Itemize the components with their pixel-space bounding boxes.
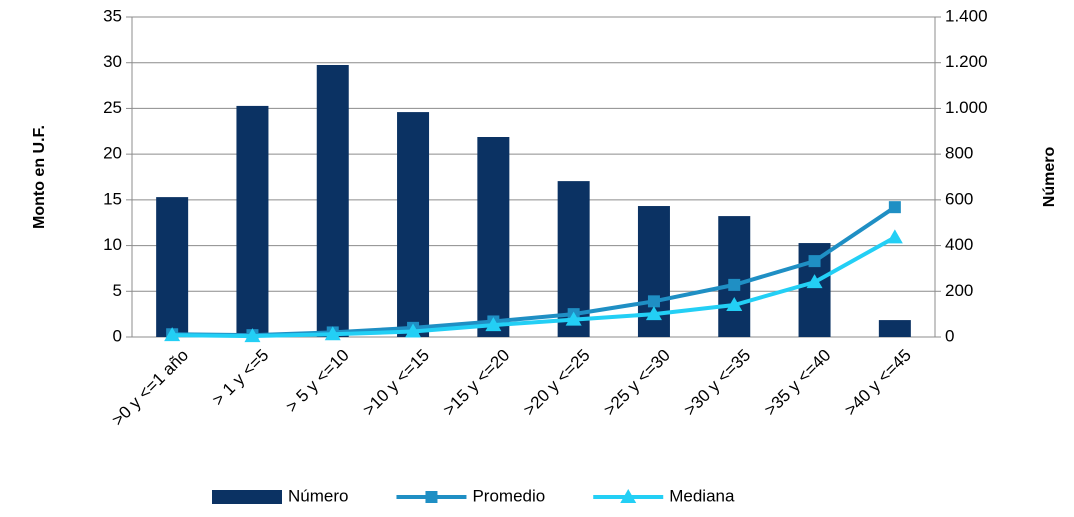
- y-tick-label: 15: [103, 189, 122, 208]
- line-marker: [485, 317, 502, 332]
- line-marker: [886, 229, 903, 244]
- bar: [316, 65, 349, 337]
- x-tick-label: >40 y <=45: [841, 346, 915, 420]
- y2-axis-title: Número: [1041, 147, 1058, 208]
- y2-tick-label: 200: [945, 281, 973, 300]
- bar: [397, 112, 430, 337]
- bar: [477, 137, 510, 337]
- x-tick-label: >15 y <=20: [439, 346, 513, 420]
- line-marker: [405, 323, 422, 338]
- line-marker: [164, 327, 181, 342]
- legend-marker: [425, 491, 438, 503]
- line-marker: [726, 297, 743, 311]
- legend-marker: [620, 489, 637, 503]
- y-tick-label: 0: [113, 326, 122, 345]
- line-marker: [728, 278, 741, 291]
- line-marker: [244, 328, 261, 343]
- legend-label: Mediana: [669, 486, 735, 505]
- y-tick-label: 20: [103, 144, 122, 163]
- y-tick-label: 25: [103, 98, 122, 117]
- x-tick-label: >20 y <=25: [520, 346, 594, 420]
- y-tick-label: 35: [103, 6, 122, 25]
- line: [172, 235, 896, 339]
- x-tick-label: >25 y <=30: [600, 346, 674, 420]
- line-marker: [565, 311, 582, 326]
- bar: [878, 320, 911, 337]
- y2-tick-label: 600: [945, 189, 973, 208]
- legend-label: Promedio: [472, 486, 545, 505]
- x-tick-label: >10 y <=15: [359, 346, 433, 420]
- bar: [718, 216, 751, 337]
- line-marker: [647, 295, 660, 308]
- y2-tick-label: 1.400: [945, 6, 988, 25]
- y2-tick-label: 400: [945, 235, 973, 254]
- y-tick-label: 10: [103, 235, 122, 254]
- line-marker: [888, 201, 901, 214]
- x-tick-label: >30 y <=35: [680, 346, 754, 420]
- y2-tick-label: 0: [945, 326, 954, 345]
- x-tick-label: > 5 y <=10: [282, 346, 353, 417]
- bar: [236, 105, 269, 338]
- y-axis-title: Monto en U.F.: [31, 125, 48, 229]
- line-marker: [324, 326, 341, 341]
- line-marker: [645, 306, 662, 321]
- y-tick-label: 5: [113, 281, 122, 300]
- y-tick-label: 30: [103, 52, 122, 71]
- legend-label: Número: [288, 486, 348, 505]
- x-tick-label: > 1 y <=5: [209, 346, 273, 410]
- legend-swatch: [212, 490, 282, 504]
- bar: [156, 197, 189, 337]
- y2-tick-label: 1.200: [945, 52, 988, 71]
- x-tick-label: >35 y <=40: [761, 346, 835, 420]
- y2-tick-label: 800: [945, 144, 973, 163]
- x-tick-label: >0 y <=1 año: [108, 346, 192, 430]
- y2-tick-label: 1.000: [945, 98, 988, 117]
- line-marker: [808, 255, 821, 268]
- line: [172, 205, 896, 338]
- line-marker: [806, 274, 823, 289]
